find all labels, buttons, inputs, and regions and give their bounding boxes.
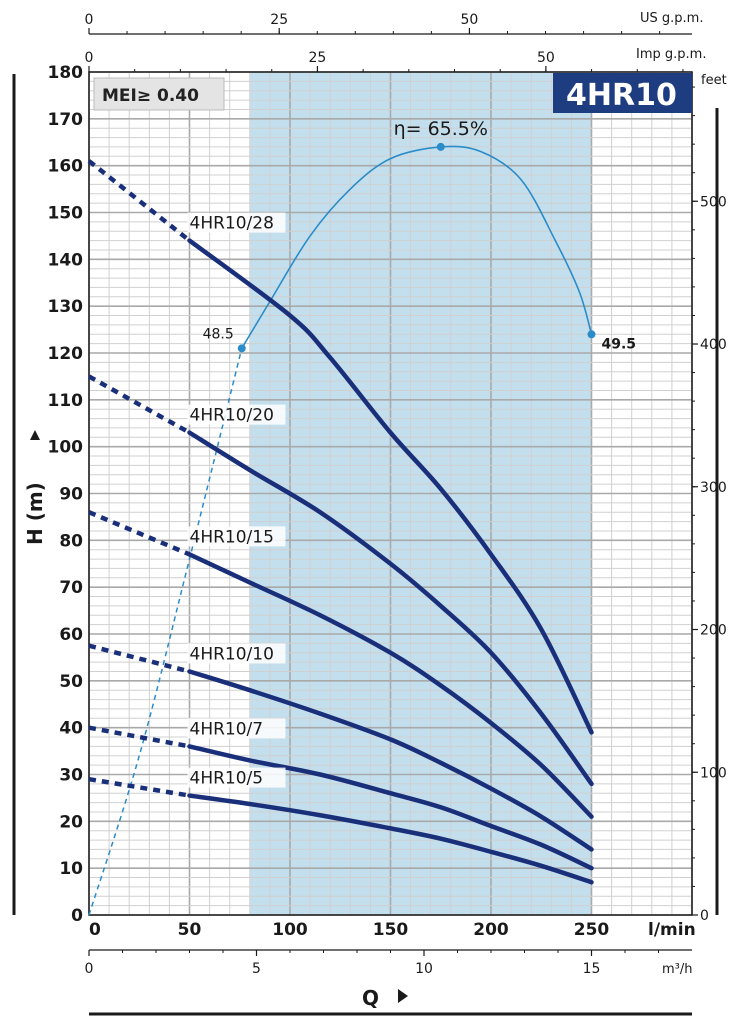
lmin-unit: l/min bbox=[648, 920, 696, 940]
y-tick-label: 80 bbox=[59, 531, 83, 551]
y-tick-label: 70 bbox=[59, 578, 83, 598]
series-label: 4HR10/7 bbox=[190, 719, 264, 739]
us-gpm-tick-label: 50 bbox=[461, 12, 479, 28]
series-dashed-extension bbox=[88, 510, 191, 557]
series-line bbox=[187, 430, 594, 787]
series-label-bg bbox=[187, 404, 286, 425]
imp-gpm-tick-label: 25 bbox=[309, 50, 327, 66]
y-tick-label: 140 bbox=[48, 250, 84, 270]
us-gpm-tick-label: 0 bbox=[85, 12, 94, 28]
series-label-bg bbox=[187, 212, 286, 233]
series-label: 4HR10/10 bbox=[190, 644, 274, 664]
x-axis-label: Q bbox=[362, 986, 379, 1010]
x-tick-label: 50 bbox=[178, 920, 202, 940]
series-dashed-extension bbox=[88, 725, 190, 749]
series-line bbox=[187, 793, 594, 885]
y-tick-label: 20 bbox=[59, 812, 83, 832]
us-gpm-tick-label: 25 bbox=[270, 12, 288, 28]
y-axis-label: H (m) bbox=[23, 482, 47, 545]
series-dashed-extension bbox=[88, 776, 190, 798]
plot-frame bbox=[88, 71, 693, 916]
m3h-tick-label: 0 bbox=[85, 961, 94, 977]
y-tick-label: 40 bbox=[59, 719, 83, 739]
x-tick-label: 150 bbox=[373, 920, 409, 940]
x-tick-label: 250 bbox=[574, 920, 610, 940]
series-line bbox=[187, 552, 594, 819]
feet-unit: feet bbox=[701, 73, 727, 88]
y-tick-label: 180 bbox=[48, 63, 84, 83]
y-tick-label: 160 bbox=[48, 157, 84, 177]
series-label: 4HR10/28 bbox=[190, 214, 274, 234]
series-dashed-extension bbox=[88, 643, 191, 674]
model-box: 4HR10 bbox=[553, 73, 692, 113]
m3h-tick-label: 10 bbox=[415, 961, 433, 977]
y-tick-label: 50 bbox=[59, 672, 83, 692]
y-tick-label: 60 bbox=[59, 625, 83, 645]
y-tick-label: 110 bbox=[48, 391, 84, 411]
y-tick-label: 120 bbox=[48, 344, 84, 364]
feet-tick-label: 500 bbox=[700, 194, 727, 210]
y-tick-label: 90 bbox=[59, 485, 83, 505]
series-dashed-extension bbox=[87, 374, 191, 435]
x-tick-label: 0 bbox=[89, 920, 101, 940]
efficiency-label: η= 65.5% bbox=[394, 118, 488, 140]
x-axis-title: Q bbox=[362, 986, 408, 1010]
feet-tick-label: 300 bbox=[700, 480, 727, 496]
imp-gpm-tick-label: 0 bbox=[85, 50, 94, 66]
y-tick-label: 10 bbox=[59, 859, 83, 879]
y-arrow-icon bbox=[30, 430, 40, 440]
m3h-tick-label: 15 bbox=[583, 961, 601, 977]
feet-tick-label: 200 bbox=[700, 623, 727, 639]
imp-gpm-tick-label: 50 bbox=[537, 50, 555, 66]
efficiency-label: 48.5 bbox=[203, 326, 234, 342]
imp-gpm-unit: Imp g.p.m. bbox=[636, 47, 706, 62]
y-tick-label: 150 bbox=[48, 204, 84, 224]
mei-badge: MEI≥ 0.40 bbox=[93, 77, 225, 111]
y-tick-label: 130 bbox=[48, 297, 84, 317]
series-label-bg bbox=[187, 526, 286, 547]
series-label: 4HR10/5 bbox=[190, 769, 264, 789]
series-dashed-extension bbox=[87, 159, 191, 243]
efficiency-label: 49.5 bbox=[602, 336, 637, 352]
series-line bbox=[187, 669, 594, 852]
efficiency-point bbox=[436, 142, 445, 151]
series-label: 4HR10/15 bbox=[190, 527, 274, 547]
feet-tick-label: 0 bbox=[700, 908, 709, 924]
model-title: 4HR10 bbox=[566, 78, 677, 113]
feet-tick-label: 400 bbox=[700, 337, 727, 353]
series-line bbox=[187, 238, 594, 735]
series-label-bg bbox=[187, 767, 286, 788]
efficiency-point bbox=[237, 344, 246, 353]
y-tick-label: 0 bbox=[71, 906, 83, 926]
y-tick-label: 100 bbox=[48, 438, 84, 458]
series-line bbox=[187, 744, 594, 871]
y-axis-title: H (m) bbox=[23, 430, 47, 545]
efficiency-point bbox=[587, 330, 596, 339]
m3h-unit: m³/h bbox=[662, 962, 693, 977]
efficiency-curve-dashed bbox=[88, 348, 243, 916]
series-label-bg bbox=[187, 643, 286, 664]
y-tick-label: 170 bbox=[48, 110, 84, 130]
mei-badge-text: MEI≥ 0.40 bbox=[102, 86, 199, 106]
us-gpm-unit: US g.p.m. bbox=[640, 11, 703, 26]
x-arrow-icon bbox=[398, 989, 408, 1003]
y-tick-label: 30 bbox=[59, 766, 83, 786]
x-tick-label: 100 bbox=[272, 920, 308, 940]
x-tick-label: 200 bbox=[473, 920, 509, 940]
feet-tick-label: 100 bbox=[700, 765, 727, 781]
m3h-tick-label: 5 bbox=[252, 961, 261, 977]
series-label: 4HR10/20 bbox=[190, 406, 274, 426]
series-label-bg bbox=[187, 718, 286, 739]
